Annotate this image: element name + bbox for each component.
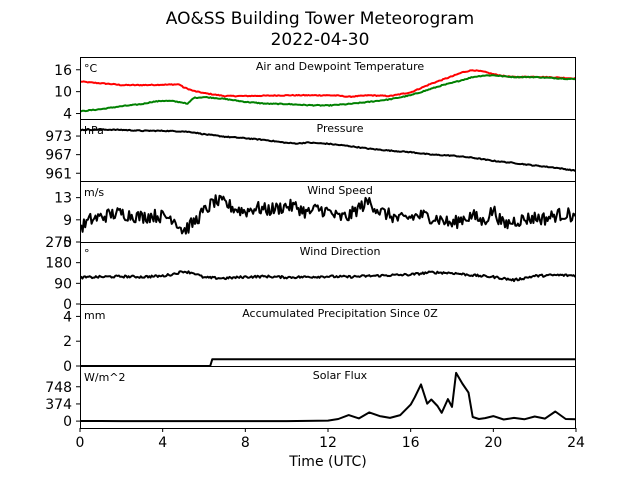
panel-1: 4 10 16 °C Air and Dewpoint Temperature [54,57,576,123]
panel-title: Wind Speed [307,184,373,197]
panel-2: 961 967 973 hPa Pressure [45,119,576,182]
x-tick-label: 20 [484,435,502,451]
x-axis-label: Time (UTC) [288,454,366,470]
y-tick-label: 16 [54,63,72,79]
series-line-1 [80,194,576,235]
y-tick-label: 0 [63,297,72,313]
chart-subtitle: 2022-04-30 [271,30,370,50]
x-tick-label: 4 [158,435,167,451]
series-line-1 [80,371,576,423]
y-tick-label: 4 [63,107,72,123]
y-tick-label: 961 [45,166,72,182]
y-tick-label: 973 [45,129,72,145]
x-tick-label: 16 [402,435,420,451]
panel-title: Air and Dewpoint Temperature [256,60,424,73]
panel-title: Solar Flux [313,369,368,382]
panel-unit-label: W/m^2 [84,371,126,384]
y-tick-label: 10 [54,85,72,101]
series-line-1 [80,270,576,283]
y-tick-label: 374 [45,397,72,413]
panel-unit-label: °C [84,62,98,75]
panel-title: Wind Direction [300,245,381,258]
series-line-1 [80,128,576,172]
x-tick-label: 12 [319,435,337,451]
panel-5: 0 2 4 mm Accumulated Precipitation Since 0Z [63,304,576,375]
y-tick-label: 4 [63,309,72,325]
y-tick-label: 13 [54,191,72,207]
series-line-2 [80,74,576,113]
x-tick-label: 8 [241,435,250,451]
y-tick-label: 270 [45,235,72,251]
y-tick-label: 5 [63,235,72,251]
y-tick-label: 90 [54,276,72,292]
x-tick-label: 24 [567,435,585,451]
y-tick-label: 9 [63,213,72,229]
y-tick-label: 0 [63,414,72,430]
y-tick-label: 2 [63,334,72,350]
panel-unit-label: mm [84,309,105,322]
series-line-1 [80,358,576,366]
chart-title: AO&SS Building Tower Meteorogram [166,9,474,29]
panel-unit-label: ° [84,247,90,260]
x-tick-label: 0 [76,435,85,451]
series-line-1 [80,69,576,98]
y-tick-label: 967 [45,148,72,164]
panel-title: Pressure [317,122,364,135]
y-tick-label: 0 [63,359,72,375]
panel-3: 5 9 13 m/s Wind Speed [54,181,576,251]
panel-unit-label: hPa [84,124,104,137]
panel-title: Accumulated Precipitation Since 0Z [242,307,438,320]
y-tick-label: 180 [45,256,72,272]
panel-4: 0 90 180 270 ° Wind Direction [45,235,576,313]
y-tick-label: 748 [45,380,72,396]
panel-unit-label: m/s [84,186,104,199]
